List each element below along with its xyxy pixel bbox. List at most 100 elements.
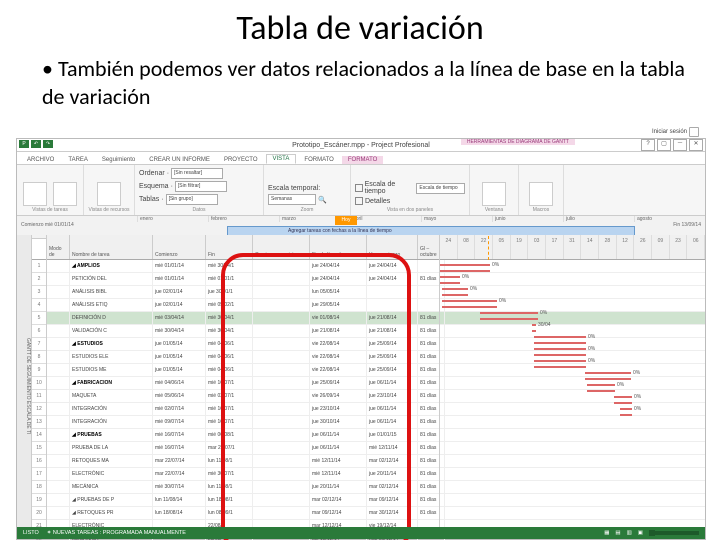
- gantt-bar[interactable]: [440, 276, 460, 284]
- row-number[interactable]: 4: [32, 299, 46, 312]
- column-header[interactable]: Nombre de tarea: [70, 235, 153, 259]
- gantt-bar[interactable]: [534, 336, 586, 344]
- ribbon-tab-context[interactable]: FORMATO: [342, 156, 383, 164]
- row-number[interactable]: 3: [32, 286, 46, 299]
- gantt-chart-icon[interactable]: [23, 182, 47, 206]
- ribbon-tab[interactable]: ARCHIVO: [21, 156, 60, 164]
- ribbon-tab[interactable]: FORMATO: [298, 156, 339, 164]
- row-number[interactable]: 13: [32, 416, 46, 429]
- sign-in[interactable]: Iniciar sesión: [652, 127, 699, 137]
- timeline-type-dropdown[interactable]: Escala de tiempo: [416, 183, 465, 194]
- gantt-bar[interactable]: [532, 324, 536, 332]
- gantt-pct: 0%: [492, 262, 499, 268]
- macros-icon[interactable]: [529, 182, 553, 206]
- qa-undo-icon[interactable]: ↶: [31, 140, 41, 148]
- cell: jue 25/09/14: [367, 364, 418, 376]
- cell: [47, 442, 70, 454]
- gantt-bar[interactable]: [442, 300, 497, 308]
- gantt-bar[interactable]: [585, 372, 631, 380]
- row-number[interactable]: 1: [32, 260, 46, 273]
- gantt-date: 05: [493, 235, 511, 259]
- sort-label[interactable]: Ordenar: [139, 170, 165, 177]
- cell: mié 12/11/14: [310, 468, 367, 480]
- team-planner-icon[interactable]: [97, 182, 121, 206]
- cell: [47, 507, 70, 519]
- cell: RETOQUES MA: [70, 455, 153, 467]
- close-button[interactable]: ✕: [689, 139, 703, 151]
- column-header[interactable]: Var. comienzo: [367, 235, 418, 259]
- row-number[interactable]: 6: [32, 325, 46, 338]
- row-number[interactable]: 8: [32, 351, 46, 364]
- gantt-bar[interactable]: [480, 312, 538, 320]
- row-number[interactable]: 2: [32, 273, 46, 286]
- cell: mié 12/11/14: [310, 455, 367, 467]
- gantt-bar[interactable]: [442, 288, 468, 296]
- highlight-dropdown[interactable]: [Sin resaltar]: [171, 168, 223, 179]
- ribbon-tab[interactable]: Seguimiento: [96, 156, 141, 164]
- cell: ◢ AMPLIOS: [70, 260, 153, 272]
- cell: MAQUETA: [70, 390, 153, 402]
- cell: mié 30/04/1: [206, 312, 253, 324]
- cell: jue 21/08/14: [367, 312, 418, 324]
- details-checkbox[interactable]: [355, 197, 363, 205]
- row-number[interactable]: 10: [32, 377, 46, 390]
- column-header[interactable]: Comienzo: [153, 235, 206, 259]
- titlebar: P ↶ ↷ Prototipo_Escáner.mpp - Project Pr…: [17, 139, 705, 152]
- window-icon[interactable]: [482, 182, 506, 206]
- timescale-dropdown[interactable]: Semanas: [268, 194, 316, 205]
- row-number[interactable]: 18: [32, 481, 46, 494]
- zoom-slider[interactable]: [649, 531, 699, 535]
- task-usage-icon[interactable]: [53, 182, 77, 206]
- help-button[interactable]: ?: [641, 139, 655, 151]
- timeline-checkbox[interactable]: [355, 184, 363, 192]
- group-dropdown[interactable]: [Sin grupo]: [166, 194, 218, 205]
- gantt-bar[interactable]: [587, 384, 615, 392]
- row-number[interactable]: 7: [32, 338, 46, 351]
- view-shortcut-icon[interactable]: ▥: [627, 530, 632, 536]
- cell: mar 02/12/14: [367, 455, 418, 467]
- column-header[interactable]: Fin: [206, 235, 253, 259]
- minimize-button[interactable]: －: [673, 139, 687, 151]
- gantt-bar[interactable]: [534, 360, 586, 368]
- gantt-bar[interactable]: [534, 348, 586, 356]
- row-number[interactable]: 12: [32, 403, 46, 416]
- row-number[interactable]: 17: [32, 468, 46, 481]
- row-number[interactable]: 15: [32, 442, 46, 455]
- qa-redo-icon[interactable]: ↷: [43, 140, 53, 148]
- column-header[interactable]: Modo de: [47, 235, 70, 259]
- qa-save-icon[interactable]: P: [19, 140, 29, 148]
- outline-label[interactable]: Esquema: [139, 183, 169, 190]
- ribbon-tab[interactable]: CREAR UN INFORME: [143, 156, 216, 164]
- row-number[interactable]: 16: [32, 455, 46, 468]
- filter-dropdown[interactable]: [Sin filtrar]: [175, 181, 227, 192]
- row-number[interactable]: 11: [32, 390, 46, 403]
- ribbon-tab[interactable]: TAREA: [62, 156, 94, 164]
- view-shortcut-icon[interactable]: ▣: [638, 530, 643, 536]
- today-marker: Hoy: [335, 216, 357, 225]
- view-shortcut-icon[interactable]: ▦: [604, 530, 609, 536]
- restore-button[interactable]: ▢: [657, 139, 671, 151]
- gantt-bar[interactable]: [620, 408, 632, 416]
- context-tool-label: HERRAMIENTAS DE DIAGRAMA DE GANTT: [461, 139, 575, 145]
- group-data: Datos: [139, 207, 259, 213]
- row-number[interactable]: 5: [32, 312, 46, 325]
- gantt-bar[interactable]: [614, 396, 632, 404]
- ribbon-tab[interactable]: VISTA: [266, 154, 297, 164]
- view-shortcut-icon[interactable]: ▤: [615, 530, 620, 536]
- cell: vie 22/08/14: [310, 351, 367, 363]
- row-number[interactable]: 14: [32, 429, 46, 442]
- status-newtasks[interactable]: ✶ NUEVAS TAREAS : PROGRAMADA MANUALMENTE: [47, 530, 186, 536]
- row-number[interactable]: 9: [32, 364, 46, 377]
- row-number[interactable]: 20: [32, 507, 46, 520]
- gantt-bar[interactable]: [440, 264, 490, 272]
- ribbon-tab[interactable]: PROYECTO: [218, 156, 264, 164]
- tables-label[interactable]: Tablas: [139, 196, 159, 203]
- cell: jue 01/01/15: [367, 429, 418, 441]
- cell: [47, 494, 70, 506]
- status-ready: LISTO: [23, 530, 39, 536]
- cell: [253, 429, 310, 441]
- cell: mié 30/07/1: [206, 468, 253, 480]
- column-header[interactable]: Comienzo previsto: [253, 235, 310, 259]
- row-number[interactable]: 19: [32, 494, 46, 507]
- column-header[interactable]: Fin de línea base: [310, 235, 367, 259]
